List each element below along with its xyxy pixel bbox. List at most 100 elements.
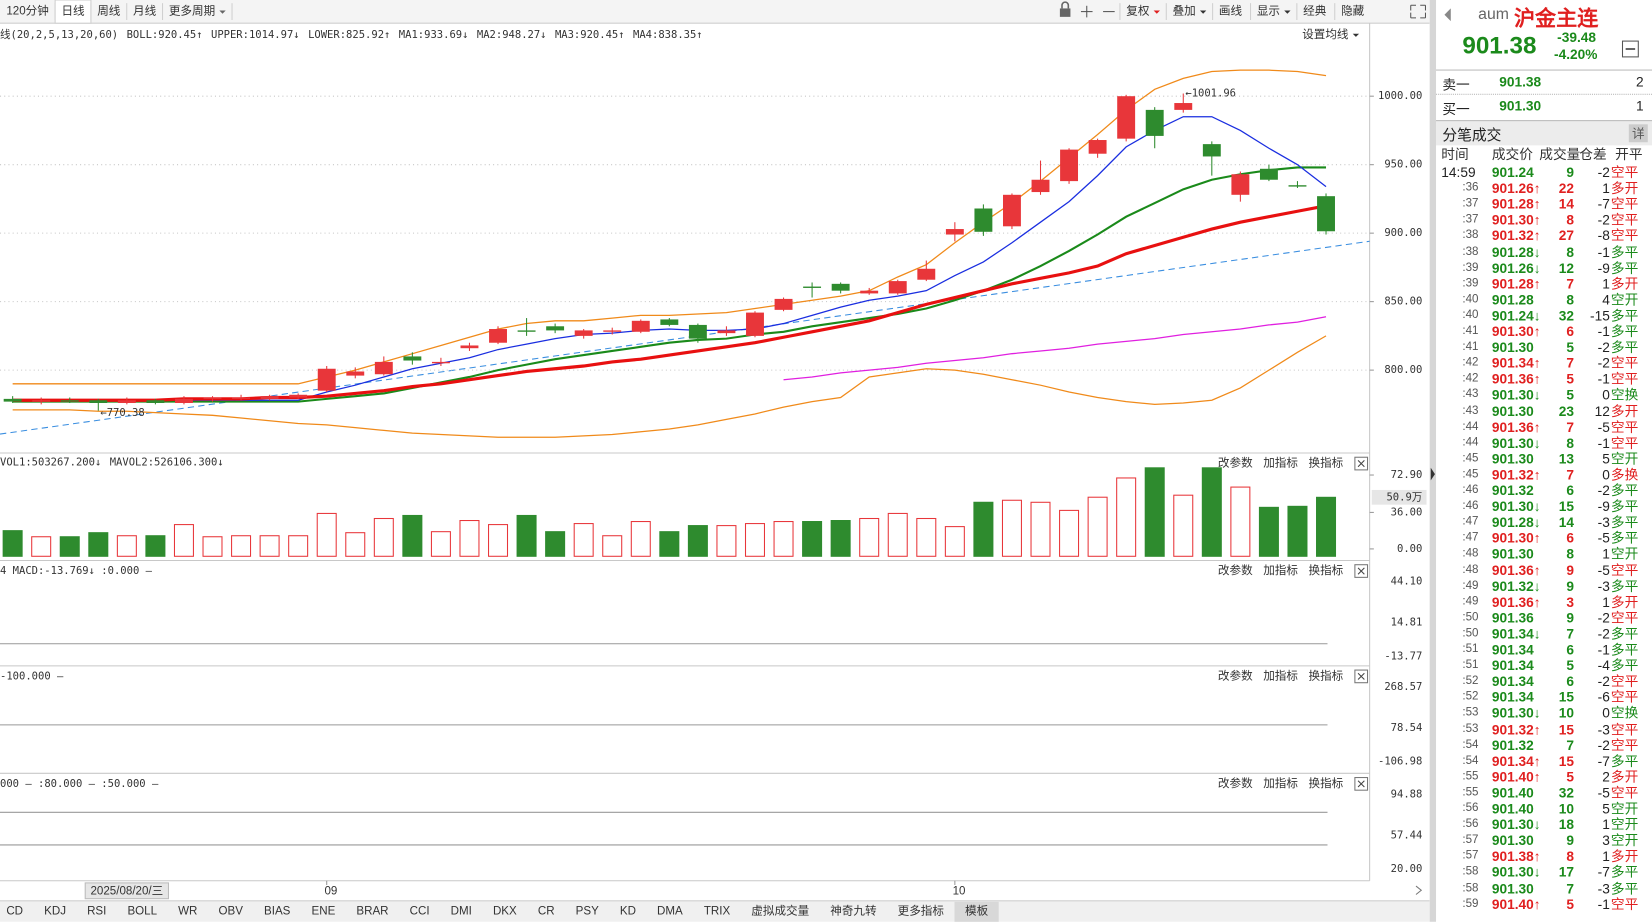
trade-type: 空平 xyxy=(1610,434,1639,451)
sell-volume: 2 xyxy=(1635,73,1644,90)
trade-volume: 6 xyxy=(1566,673,1575,690)
indicator-tab[interactable]: DMI xyxy=(451,905,472,917)
candle-body xyxy=(1117,96,1136,139)
indicator-tab[interactable]: OBV xyxy=(219,905,244,917)
trade-time: :47 xyxy=(1462,515,1479,529)
panel-button[interactable]: 换指标 xyxy=(1309,776,1344,790)
trade-volume: 13 xyxy=(1558,450,1575,467)
scroll-arrow[interactable] xyxy=(1415,885,1423,895)
change-pct: -4.20% xyxy=(1554,46,1598,63)
panel-button[interactable]: 改参数 xyxy=(1218,668,1253,682)
trade-volume: 7 xyxy=(1566,466,1575,483)
indicator-tab[interactable]: CR xyxy=(538,905,555,917)
trade-type: 多开 xyxy=(1610,275,1639,292)
trade-type: 多平 xyxy=(1610,307,1639,324)
indicator-tab[interactable]: 虚拟成交量 xyxy=(751,903,809,917)
indicator-tab[interactable]: 神奇九转 xyxy=(830,903,877,917)
candle-body xyxy=(260,396,279,399)
candle-body xyxy=(489,329,507,343)
panel-button[interactable]: 改参数 xyxy=(1218,563,1253,577)
panel-button[interactable]: 改参数 xyxy=(1218,776,1253,790)
trade-volume: 9 xyxy=(1566,577,1575,594)
splitter[interactable] xyxy=(1429,0,1437,922)
indicator-tab[interactable]: DMA xyxy=(657,905,683,917)
trade-oi-change: -2 xyxy=(1597,482,1610,499)
indicator-tab[interactable]: ENE xyxy=(311,905,335,917)
indicator-tab[interactable]: CD xyxy=(6,905,23,917)
expand-icon[interactable] xyxy=(1410,4,1427,19)
trade-row: :42 901.34↑ 7 -2 空平 xyxy=(1436,355,1652,371)
lock-icon[interactable] xyxy=(1059,1,1071,17)
indicator-tab[interactable]: TRIX xyxy=(704,905,731,917)
trade-price: 901.34 xyxy=(1491,689,1534,706)
ma-settings[interactable]: 设置均线 xyxy=(1302,27,1349,41)
column-header: 时间 成交价 成交量 仓差 开平 xyxy=(1436,146,1652,162)
collapse-button[interactable] xyxy=(1621,40,1640,59)
panel-button[interactable]: 加指标 xyxy=(1263,668,1298,682)
volume-bar xyxy=(944,526,965,557)
trade-type: 多开 xyxy=(1610,402,1639,419)
panel-button[interactable]: 加指标 xyxy=(1263,776,1298,790)
zoom-in[interactable] xyxy=(1080,5,1093,18)
high-label: ←1001.96 xyxy=(1185,88,1236,100)
panel-button[interactable]: 改参数 xyxy=(1218,456,1253,470)
indicator-tab[interactable]: CCI xyxy=(410,905,430,917)
volume-bar xyxy=(1287,505,1308,557)
candle-body xyxy=(888,281,907,294)
trade-row: :42 901.36↑ 5 -1 空平 xyxy=(1436,371,1652,387)
trade-time: :56 xyxy=(1462,817,1479,831)
tool-button[interactable]: 复权 xyxy=(1126,5,1150,18)
period-tab[interactable]: 周线 xyxy=(97,4,121,18)
candle-body xyxy=(403,356,422,361)
tool-button[interactable]: 隐藏 xyxy=(1341,5,1365,18)
indicator-tab[interactable]: BIAS xyxy=(264,905,291,917)
tool-button[interactable]: 画线 xyxy=(1219,4,1243,18)
indicator-tab[interactable]: PSY xyxy=(576,905,599,917)
candle-body xyxy=(1060,149,1079,182)
candle-body xyxy=(1259,168,1278,180)
indicator-tab[interactable]: KDJ xyxy=(44,905,66,917)
indicator-tab[interactable]: BOLL xyxy=(127,905,157,917)
panel-button[interactable]: 换指标 xyxy=(1309,668,1344,682)
trade-volume: 6 xyxy=(1566,530,1575,547)
tool-button[interactable]: 叠加 xyxy=(1173,5,1196,18)
panel-button[interactable]: 加指标 xyxy=(1263,456,1298,470)
trade-row: :55 901.40↑ 5 2 多开 xyxy=(1436,769,1652,785)
buy-volume: 1 xyxy=(1635,97,1644,114)
period-tab[interactable]: 日线 xyxy=(61,4,85,18)
indicator-tab[interactable]: 模板 xyxy=(965,903,989,917)
current-volume: 50.9万 xyxy=(1386,491,1422,503)
trade-oi-change: 3 xyxy=(1602,832,1610,849)
detail-button[interactable]: 详 xyxy=(1628,124,1648,143)
volume-bar xyxy=(1087,496,1108,557)
period-tab[interactable]: 更多周期 xyxy=(169,4,215,18)
trade-type: 空换 xyxy=(1610,705,1639,722)
indicator-tab[interactable]: DKX xyxy=(493,905,517,917)
period-tab[interactable]: 120分钟 xyxy=(6,4,48,18)
trade-price: 901.28 xyxy=(1491,291,1534,308)
trade-oi-change: -1 xyxy=(1597,323,1610,340)
back-arrow[interactable] xyxy=(1441,6,1454,23)
tool-button[interactable]: 显示 xyxy=(1257,5,1280,18)
panel-close[interactable] xyxy=(1354,777,1369,791)
trade-time: :43 xyxy=(1462,388,1479,401)
indicator-value: MA2:948.27↓ xyxy=(477,29,547,41)
indicator-tab[interactable]: WR xyxy=(178,905,197,917)
panel-button[interactable]: 换指标 xyxy=(1309,563,1344,577)
tool-button[interactable]: 经典 xyxy=(1303,4,1327,18)
indicator-tab[interactable]: KD xyxy=(620,905,636,917)
indicator-tab[interactable]: BRAR xyxy=(356,905,388,917)
indicator-tab[interactable]: 更多指标 xyxy=(898,903,945,917)
trade-type: 多平 xyxy=(1610,323,1639,340)
trade-time: :54 xyxy=(1462,738,1479,751)
panel-close[interactable] xyxy=(1354,669,1369,684)
contract-code: aum xyxy=(1478,5,1509,24)
dropdown-caret xyxy=(1284,10,1291,14)
panel-close[interactable] xyxy=(1354,456,1369,471)
period-tab[interactable]: 月线 xyxy=(133,4,157,18)
panel-button[interactable]: 换指标 xyxy=(1309,456,1344,470)
panel-close[interactable] xyxy=(1354,564,1369,578)
indicator-tab[interactable]: RSI xyxy=(87,905,106,917)
panel-button[interactable]: 加指标 xyxy=(1263,563,1298,577)
trade-time: :52 xyxy=(1462,674,1479,688)
